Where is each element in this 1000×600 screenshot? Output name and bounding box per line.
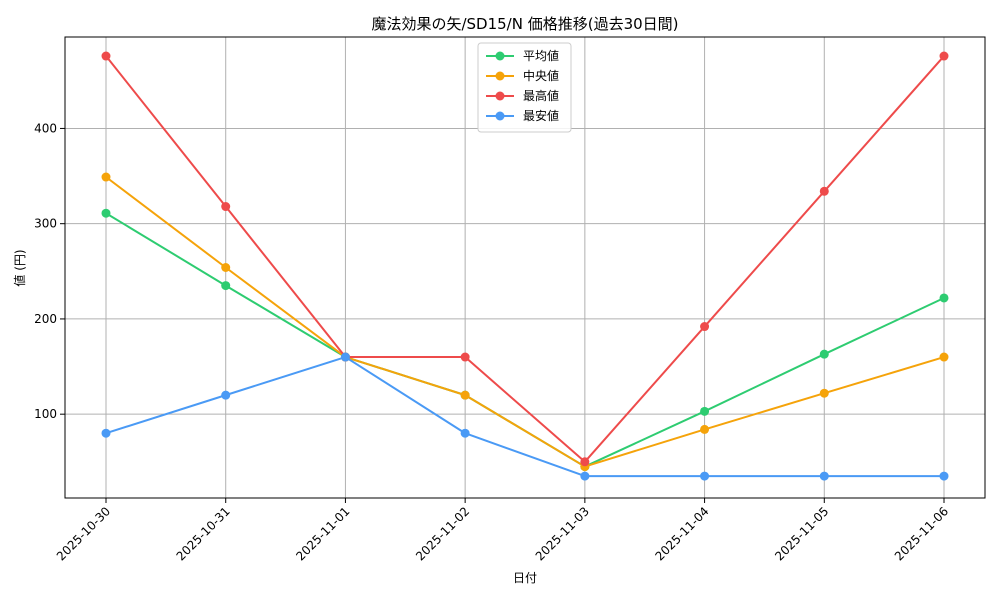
data-point <box>460 352 470 362</box>
data-point <box>580 457 590 467</box>
y-tick-label: 400 <box>34 121 57 135</box>
legend-label: 最安値 <box>523 108 559 123</box>
data-point <box>819 471 829 481</box>
data-point <box>939 293 949 303</box>
data-point <box>819 388 829 398</box>
y-axis-label: 値 (円) <box>12 249 27 286</box>
data-point <box>700 322 710 332</box>
series-line <box>105 176 945 468</box>
legend-box <box>477 42 572 133</box>
data-point <box>101 51 111 61</box>
data-point <box>460 428 470 438</box>
data-point <box>819 349 829 359</box>
data-point <box>700 424 710 434</box>
data-point <box>819 186 829 196</box>
legend-label: 最高値 <box>523 88 559 103</box>
data-point <box>700 406 710 416</box>
legend-label: 平均値 <box>523 48 559 63</box>
series-layer <box>101 51 949 481</box>
data-point <box>221 202 231 212</box>
series-line <box>105 55 945 463</box>
data-point <box>221 281 231 291</box>
data-point <box>101 208 111 218</box>
grid-layer <box>65 37 985 498</box>
data-point <box>460 390 470 400</box>
series-line <box>105 356 944 478</box>
data-point <box>939 51 949 61</box>
y-tick-label: 200 <box>34 312 57 326</box>
legend-swatch-marker <box>495 71 505 81</box>
y-tick-label: 100 <box>34 407 57 421</box>
legend-swatch-marker <box>495 111 505 121</box>
data-point <box>939 352 949 362</box>
data-point <box>700 471 710 481</box>
y-tick-label: 300 <box>34 217 57 231</box>
data-point <box>221 390 231 400</box>
data-point <box>101 172 111 182</box>
data-point <box>340 352 350 362</box>
data-point <box>101 428 111 438</box>
data-point <box>939 471 949 481</box>
series-4 <box>101 352 949 481</box>
y-axis-ticks: 100 200 300 400 <box>34 121 65 421</box>
series-2 <box>101 172 949 472</box>
chart-title: 魔法効果の矢/SD15/N 価格推移(過去30日間) <box>371 15 678 33</box>
x-axis-label: 日付 <box>513 571 537 585</box>
legend-label: 中央値 <box>523 68 559 83</box>
plot-area <box>64 36 986 499</box>
legend-swatch-marker <box>495 51 505 61</box>
legend-swatch-marker <box>495 91 505 101</box>
data-point <box>580 471 590 481</box>
data-point <box>221 263 231 272</box>
